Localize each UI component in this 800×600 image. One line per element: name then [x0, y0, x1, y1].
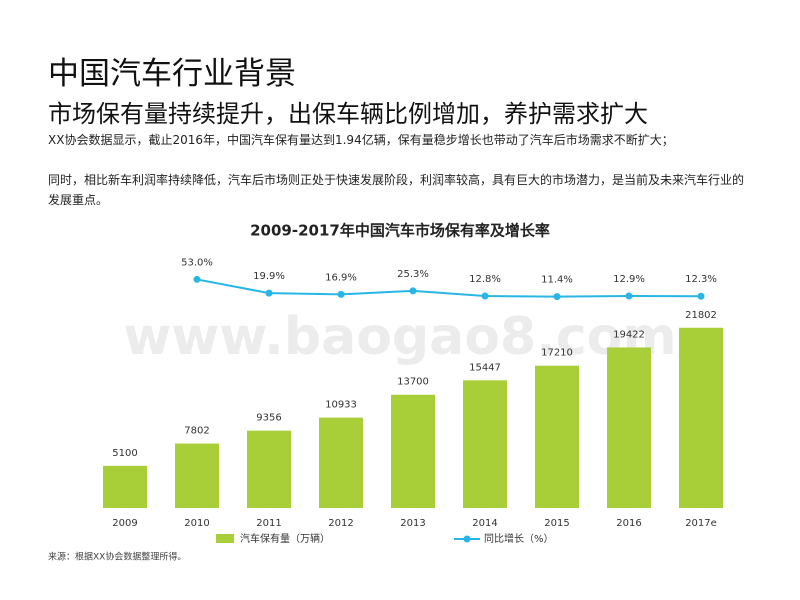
data-label: 10933	[325, 400, 357, 411]
legend-swatch	[216, 534, 234, 543]
line-marker	[553, 293, 561, 301]
legend-label: 同比增长（%）	[484, 532, 554, 545]
x-tick-label: 2009	[112, 518, 137, 529]
source-note: 来源：根据XX协会数据整理所得。	[48, 551, 186, 563]
line-marker	[625, 292, 633, 300]
data-label: 12.3%	[685, 274, 717, 285]
x-tick-label: 2016	[616, 518, 641, 529]
data-label: 12.8%	[469, 274, 501, 285]
data-label: 19422	[613, 329, 645, 340]
data-label: 12.9%	[613, 274, 645, 285]
data-label: 11.4%	[541, 275, 573, 286]
bar	[103, 465, 147, 508]
data-label: 17210	[541, 348, 573, 359]
paragraph: 同时，相比新车利润率持续降低，汽车后市场则正处于快速发展阶段，利润率较高，具有巨…	[48, 173, 745, 207]
legend-label: 汽车保有量（万辆）	[240, 532, 330, 545]
bar	[607, 347, 651, 508]
bar	[463, 380, 507, 508]
data-label: 21802	[685, 310, 717, 321]
line-marker	[193, 275, 201, 283]
watermark: www.baogao8.com	[123, 307, 676, 367]
bar	[319, 417, 363, 508]
data-label: 16.9%	[325, 272, 357, 283]
x-tick-label: 2012	[328, 518, 353, 529]
line	[196, 278, 702, 298]
line-marker	[697, 292, 705, 300]
paragraph: XX协会数据显示，截止2016年，中国汽车保有量达到1.94亿辆，保有量稳步增长…	[48, 133, 674, 147]
data-label: 5100	[112, 448, 137, 459]
data-label: 9356	[256, 413, 281, 424]
data-label: 53.0%	[181, 257, 213, 268]
line-marker	[409, 287, 417, 295]
line-marker	[265, 289, 273, 297]
x-tick-label: 2015	[544, 518, 569, 529]
x-tick-label: 2017e	[685, 518, 717, 529]
x-tick-label: 2010	[184, 518, 209, 529]
slide-subtitle: 市场保有量持续提升，出保车辆比例增加，养护需求扩大	[48, 100, 648, 128]
data-label: 25.3%	[397, 269, 429, 280]
data-label: 15447	[469, 362, 501, 373]
legend-swatch	[463, 535, 471, 543]
line-marker	[337, 290, 345, 298]
data-label: 13700	[397, 377, 429, 388]
bar	[391, 394, 435, 508]
bar	[175, 443, 219, 508]
x-tick-label: 2014	[472, 518, 497, 529]
data-label: 7802	[184, 426, 209, 437]
line-marker	[481, 292, 489, 300]
data-label: 19.9%	[253, 271, 285, 282]
chart-title: 2009-2017年中国汽车市场保有率及增长率	[250, 222, 550, 240]
slide-title: 中国汽车行业背景	[48, 56, 296, 92]
x-tick-label: 2013	[400, 518, 425, 529]
bar	[247, 430, 291, 508]
x-tick-label: 2011	[256, 518, 281, 529]
bar	[679, 327, 723, 508]
bar	[535, 365, 579, 508]
